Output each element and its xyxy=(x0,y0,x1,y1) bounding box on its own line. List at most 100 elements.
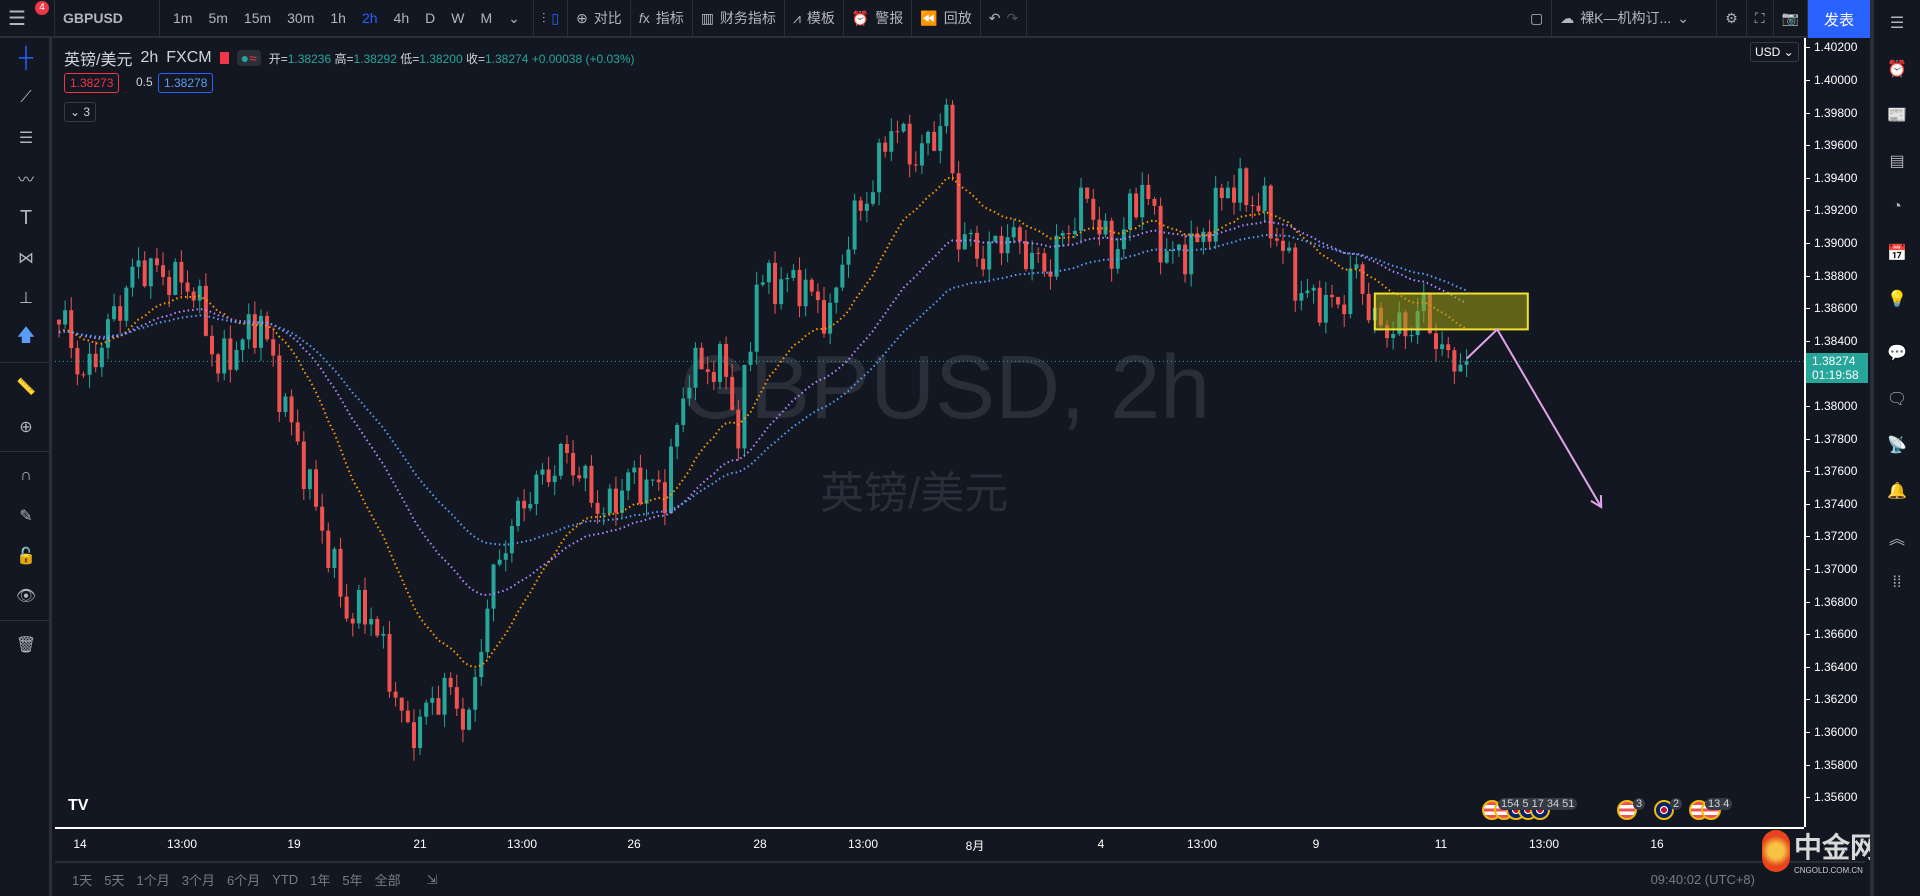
tradingview-logo[interactable]: TV xyxy=(68,797,89,814)
candle-body xyxy=(1011,227,1016,238)
timeframe-2h[interactable]: 2h xyxy=(361,10,378,26)
templates-button[interactable]: ⩘ 模板 xyxy=(785,0,844,37)
cngold-logo: 中金网 CNGOLD.COM.CN xyxy=(1762,826,1878,875)
replay-button[interactable]: ⏪ 回放 xyxy=(912,0,981,37)
ema-line-20 xyxy=(58,176,1468,668)
hide-tool[interactable]: 👁 xyxy=(0,576,52,616)
bar-countdown: 01:19:58 xyxy=(1812,368,1859,382)
range-1天[interactable]: 1天 xyxy=(72,873,93,888)
measure-tool[interactable]: ⊥ xyxy=(0,278,52,318)
magnet-tool[interactable]: ∩ xyxy=(0,456,52,496)
timeframe-30m[interactable]: 30m xyxy=(287,10,315,26)
ruler-tool[interactable]: 📏 xyxy=(0,367,52,407)
goto-date-icon[interactable]: ⇲ xyxy=(426,871,438,887)
ema-line-40 xyxy=(58,220,1468,597)
candle-body xyxy=(571,452,576,476)
range-3个月[interactable]: 3个月 xyxy=(181,873,215,888)
dom-button[interactable]: ⁞⁞ xyxy=(1874,560,1920,606)
undo-icon[interactable]: ↶ xyxy=(988,9,1001,26)
sell-price[interactable]: 1.38273 xyxy=(64,73,120,93)
xabcd-tool[interactable]: ⋈ xyxy=(0,238,52,278)
time-axis[interactable]: 14 13:00 19 21 13:00 26 28 13:00 8月 4 13:00 9 11 13:0… xyxy=(55,827,1804,857)
alerts-panel-button[interactable]: ⏰ xyxy=(1874,46,1920,92)
snapshot-button[interactable]: 📷 xyxy=(1774,0,1808,37)
layout-name-dropdown[interactable]: ☁ 裸K—机构订... ⌄ xyxy=(1552,0,1718,37)
bottom-bar: 1天 5天 1个月 3个月 6个月 YTD 1年 5年 全部 ⇲ 09:40:02 (UTC+8) xyxy=(55,861,1865,896)
zoom-tool[interactable]: ⊕ xyxy=(0,407,52,447)
candle-body xyxy=(546,469,551,483)
buy-price[interactable]: 1.38278 xyxy=(158,73,214,93)
watchlist-button[interactable]: ☰ xyxy=(1874,0,1920,46)
candle-body xyxy=(411,722,416,748)
range-5年[interactable]: 5年 xyxy=(342,873,363,888)
range-全部[interactable]: 全部 xyxy=(374,873,401,888)
arrow-tool[interactable]: 🡅 xyxy=(0,318,52,358)
timeframe-1h[interactable]: 1h xyxy=(330,10,346,26)
market-status-icon[interactable]: ●≈ xyxy=(236,50,261,66)
candle-body xyxy=(1391,333,1396,339)
event-group[interactable]: 154 5 17 34 51 xyxy=(1482,798,1578,820)
candle-body xyxy=(638,467,643,504)
data-window-button[interactable]: ▤ xyxy=(1874,138,1920,184)
fullscreen-button[interactable]: ⛶ xyxy=(1747,0,1774,37)
range-1个月[interactable]: 1个月 xyxy=(136,873,170,888)
layout-button[interactable]: ▢ xyxy=(1522,0,1553,37)
collapse-panel-button[interactable]: ︽ xyxy=(1874,514,1920,560)
event-group[interactable]: 13 4 xyxy=(1689,798,1733,820)
event-group[interactable]: 3 xyxy=(1617,798,1646,820)
financials-button[interactable]: ▥ 财务指标 xyxy=(693,0,785,37)
timeframe-M[interactable]: M xyxy=(480,10,493,26)
alert-button[interactable]: ⏰ 警报 xyxy=(844,0,913,37)
range-1年[interactable]: 1年 xyxy=(310,873,331,888)
chats-button[interactable]: 💬 xyxy=(1874,330,1920,376)
hotlist-button[interactable]: ◔ xyxy=(1874,184,1920,230)
chat-button[interactable]: 🗨 xyxy=(1874,376,1920,422)
symbol-name[interactable]: 英镑/美元 xyxy=(64,52,133,69)
currency-selector[interactable]: USD ⌄ xyxy=(1750,42,1799,62)
low-value: 1.38200 xyxy=(419,51,463,66)
exchange: FXCM xyxy=(166,49,212,66)
calendar-button[interactable]: 📅 xyxy=(1874,230,1920,276)
streams-button[interactable]: 📡 xyxy=(1874,422,1920,468)
projection-arrow[interactable] xyxy=(1465,327,1603,508)
ideas-button[interactable]: 💡 xyxy=(1874,276,1920,322)
lock-all-tool[interactable]: 🔓 xyxy=(0,536,52,576)
range-6个月[interactable]: 6个月 xyxy=(226,873,261,888)
price-chart[interactable]: GBPUSD, 2h 英镑/美元 xyxy=(55,38,1804,827)
text-tool[interactable]: T xyxy=(0,198,52,238)
candle-body xyxy=(1036,252,1041,254)
fib-tool[interactable]: ☰ xyxy=(0,118,52,158)
clock[interactable]: 09:40:02 (UTC+8) xyxy=(1650,872,1755,887)
pattern-tool[interactable]: 〰 xyxy=(0,158,52,198)
trendline-tool[interactable]: ⟋ xyxy=(0,78,52,118)
collapse-indicators-button[interactable]: ⌄ 3 xyxy=(64,102,97,122)
news-button[interactable]: 📰 xyxy=(1874,92,1920,138)
timeframe-4h[interactable]: 4h xyxy=(393,10,410,26)
range-5天[interactable]: 5天 xyxy=(104,873,125,888)
timeframe-D[interactable]: D xyxy=(425,10,436,26)
timeframe-1m[interactable]: 1m xyxy=(173,10,193,26)
redo-icon[interactable]: ↷ xyxy=(1006,9,1019,26)
moving-averages xyxy=(58,176,1468,668)
timeframe-15m[interactable]: 15m xyxy=(243,10,272,26)
resistance-zone[interactable] xyxy=(1373,292,1529,331)
crosshair-tool[interactable]: ┼ xyxy=(0,38,52,78)
event-group[interactable]: 2 xyxy=(1654,798,1683,820)
menu-button[interactable]: ☰ 4 xyxy=(0,0,55,37)
bar-chart-icon: ▥ xyxy=(700,9,714,26)
price-axis[interactable]: USD ⌄ 1.38274 01:19:58 1.40200 1.40000 1.39… xyxy=(1750,38,1870,827)
delete-tool[interactable]: 🗑 xyxy=(0,625,52,665)
list-icon: ☰ xyxy=(1889,15,1905,32)
publish-button[interactable]: 发表 xyxy=(1808,0,1870,38)
lock-drawing-tool[interactable]: ✎ xyxy=(0,496,52,536)
chevron-down-icon[interactable]: ⌄ xyxy=(508,9,520,26)
chart-type-button[interactable]: ⫶ ▯ xyxy=(534,0,569,37)
settings-button[interactable]: ⚙ xyxy=(1717,0,1747,37)
notifications-button[interactable]: 🔔 xyxy=(1874,468,1920,514)
range-YTD[interactable]: YTD xyxy=(272,872,299,887)
timeframe-5m[interactable]: 5m xyxy=(208,10,228,26)
symbol-search[interactable]: GBPUSD xyxy=(55,0,160,37)
compare-button[interactable]: ⊕ 对比 xyxy=(568,0,631,37)
timeframe-W[interactable]: W xyxy=(451,10,465,26)
indicators-button[interactable]: fx 指标 xyxy=(631,0,693,37)
